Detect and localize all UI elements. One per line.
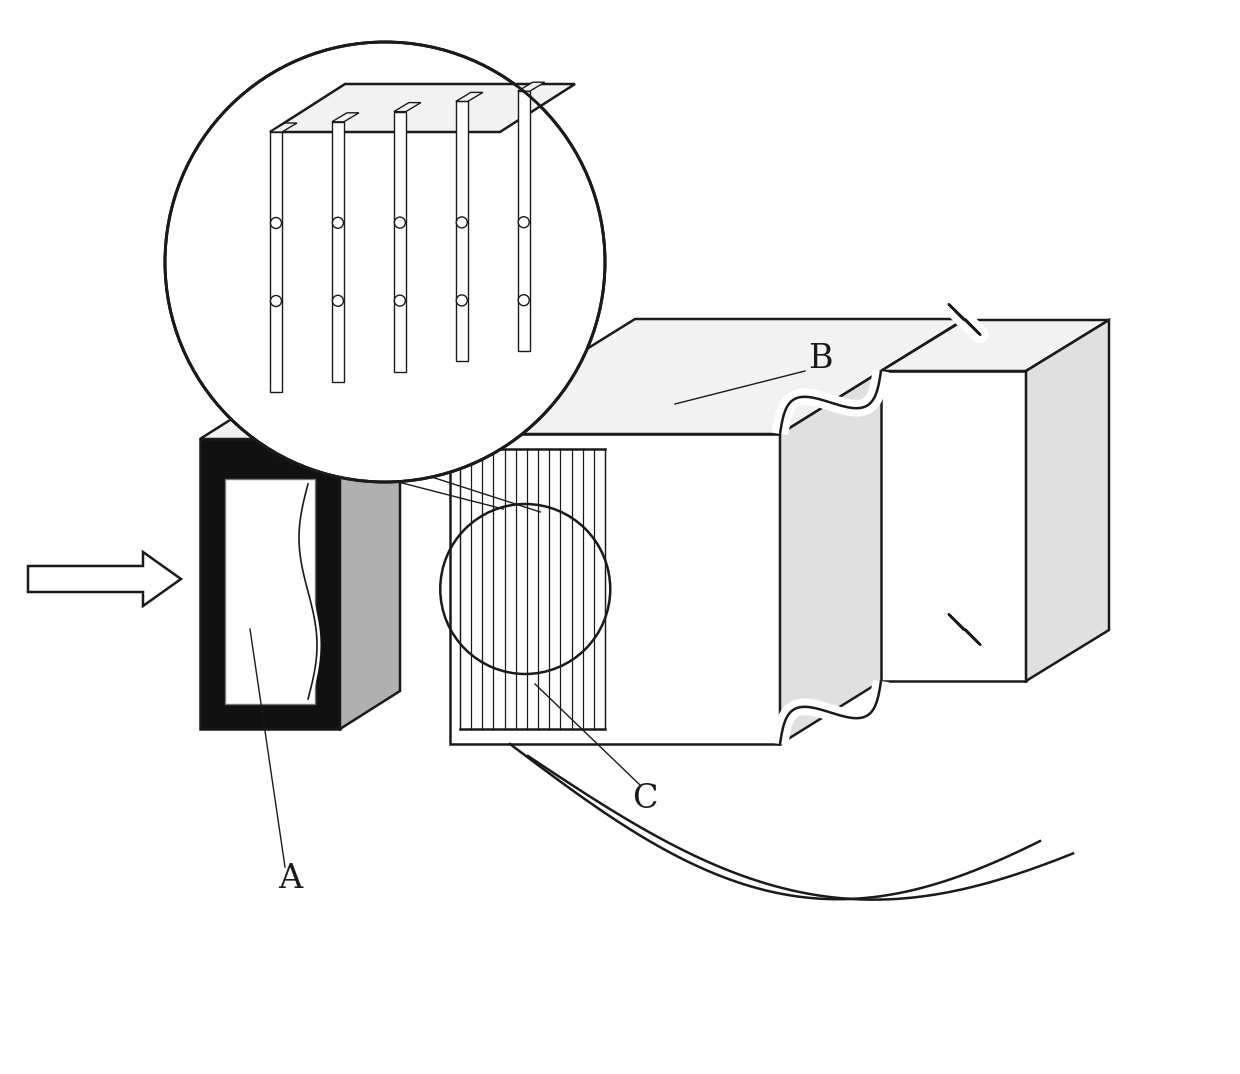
Circle shape	[518, 294, 529, 306]
Polygon shape	[200, 401, 401, 439]
Polygon shape	[518, 83, 544, 91]
Polygon shape	[450, 434, 780, 744]
Polygon shape	[200, 439, 340, 729]
Circle shape	[332, 295, 343, 306]
Circle shape	[270, 218, 281, 229]
Polygon shape	[340, 401, 401, 729]
Circle shape	[394, 295, 405, 306]
Polygon shape	[518, 91, 529, 351]
Polygon shape	[394, 112, 405, 372]
Polygon shape	[456, 92, 482, 101]
Text: A: A	[278, 863, 303, 895]
Polygon shape	[270, 124, 298, 132]
Circle shape	[456, 217, 467, 228]
Polygon shape	[270, 84, 575, 132]
Polygon shape	[880, 371, 1025, 681]
Polygon shape	[332, 121, 343, 381]
Text: C: C	[632, 783, 657, 815]
Polygon shape	[456, 101, 467, 361]
Circle shape	[518, 217, 529, 228]
Polygon shape	[270, 132, 281, 392]
Circle shape	[394, 217, 405, 228]
Circle shape	[165, 42, 605, 482]
Polygon shape	[1025, 320, 1109, 681]
Polygon shape	[224, 479, 315, 703]
Circle shape	[456, 295, 467, 306]
Polygon shape	[29, 552, 181, 606]
Polygon shape	[332, 113, 358, 121]
Polygon shape	[450, 319, 965, 434]
Circle shape	[270, 295, 281, 306]
Polygon shape	[880, 320, 1109, 371]
Circle shape	[332, 217, 343, 229]
Polygon shape	[394, 103, 420, 112]
Text: B: B	[807, 343, 832, 375]
Polygon shape	[780, 319, 965, 744]
